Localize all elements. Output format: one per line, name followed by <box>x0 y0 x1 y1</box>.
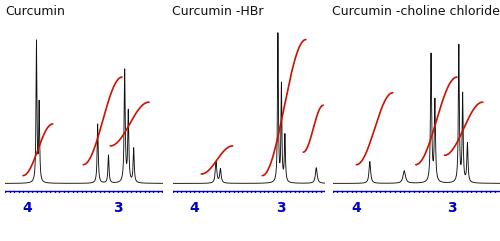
Text: Curcumin -HBr: Curcumin -HBr <box>172 5 264 18</box>
Text: 3: 3 <box>112 201 122 215</box>
Text: 3: 3 <box>276 201 286 215</box>
Text: Curcumin: Curcumin <box>5 5 65 18</box>
Text: 3: 3 <box>448 201 457 215</box>
Text: 4: 4 <box>352 201 362 215</box>
Text: Curcumin -choline chloride: Curcumin -choline chloride <box>332 5 500 18</box>
Text: 4: 4 <box>190 201 199 215</box>
Text: 4: 4 <box>22 201 32 215</box>
